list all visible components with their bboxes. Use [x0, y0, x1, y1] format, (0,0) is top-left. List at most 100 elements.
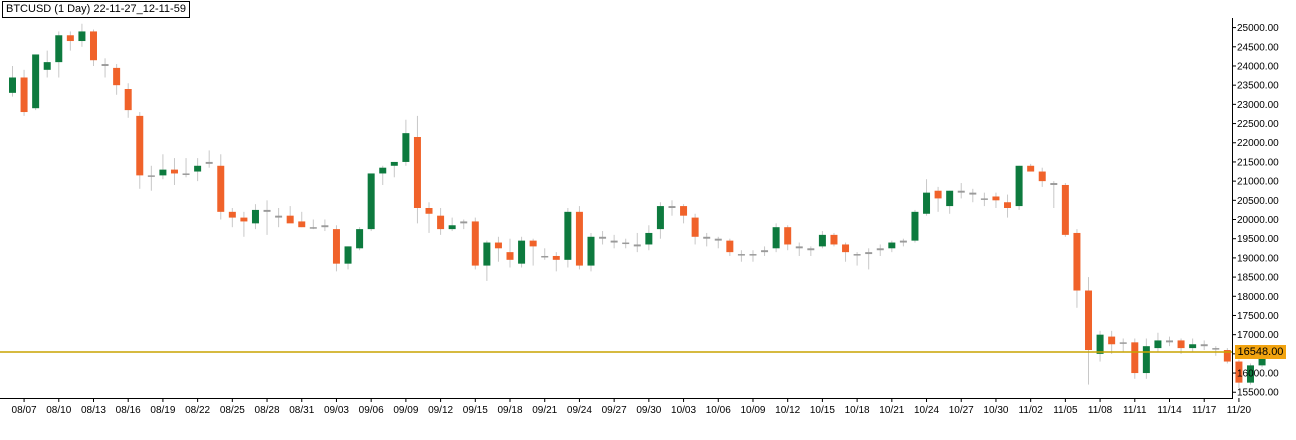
candle-body-up: [449, 225, 456, 229]
candle-body-up: [518, 241, 525, 264]
candle-body-down: [992, 196, 999, 200]
candle-body-up: [634, 244, 641, 246]
candle-body-up: [460, 221, 467, 223]
candle-body-down: [611, 241, 618, 243]
time-tick-label: 08/31: [289, 405, 314, 416]
candle-body-down: [576, 212, 583, 266]
candle: [356, 227, 363, 250]
candle-body-down: [541, 256, 548, 258]
candle-body-down: [426, 208, 433, 214]
candle-body-down: [726, 241, 733, 253]
candle-body-up: [564, 212, 571, 260]
candle-body-down: [1201, 344, 1208, 346]
candle-body-down: [622, 243, 629, 245]
price-tick-label: 19000.00: [1237, 253, 1279, 264]
candle-body-down: [981, 198, 988, 200]
candle-body-up: [368, 173, 375, 229]
time-tick-label: 09/21: [532, 405, 557, 416]
candle-body-up: [159, 170, 166, 176]
candle-body-down: [136, 116, 143, 175]
candle-body-down: [495, 243, 502, 249]
candle-body-down: [692, 218, 699, 237]
candle-body-down: [703, 237, 710, 239]
candle-body-down: [298, 221, 305, 227]
candle: [472, 218, 479, 270]
candle-body-down: [935, 191, 942, 199]
time-tick-label: 08/19: [150, 405, 175, 416]
price-tick-label: 20500.00: [1237, 196, 1279, 207]
candle-body-up: [923, 193, 930, 214]
price-tick-label: 23500.00: [1237, 81, 1279, 92]
candle: [1062, 183, 1069, 237]
price-tick-label: 17500.00: [1237, 311, 1279, 322]
candle-body-down: [1073, 233, 1080, 291]
candle-body-up: [321, 225, 328, 227]
price-tick-label: 21000.00: [1237, 177, 1279, 188]
price-tick-label: 17000.00: [1237, 330, 1279, 341]
time-tick-label: 09/15: [463, 405, 488, 416]
candle-body-down: [229, 212, 236, 218]
time-tick-label: 10/30: [983, 405, 1008, 416]
candle: [32, 54, 39, 110]
price-tick-label: 24500.00: [1237, 42, 1279, 53]
candle-body-down: [333, 229, 340, 264]
candle: [564, 208, 571, 267]
candle-body-up: [1143, 346, 1150, 373]
price-tick-label: 21500.00: [1237, 157, 1279, 168]
candle-body-down: [784, 227, 791, 244]
candle-body-up: [44, 62, 51, 70]
time-tick-label: 08/25: [220, 405, 245, 416]
candle-body-up: [645, 233, 652, 245]
chart-title: BTCUSD (1 Day) 22-11-27_12-11-59: [2, 1, 190, 18]
time-tick-label: 10/06: [706, 405, 731, 416]
candle-body-down: [668, 206, 675, 208]
candle-body-down: [183, 173, 190, 175]
time-tick-label: 08/07: [12, 405, 37, 416]
candle-body-down: [113, 68, 120, 85]
price-tick-label: 25000.00: [1237, 23, 1279, 34]
time-tick-label: 10/27: [949, 405, 974, 416]
time-tick-label: 09/12: [428, 405, 453, 416]
time-tick-label: 09/27: [602, 405, 627, 416]
candle-body-up: [252, 210, 259, 223]
candle-body-down: [969, 193, 976, 195]
candle-body-down: [1131, 342, 1138, 373]
candle-body-up: [946, 191, 953, 206]
candle-body-down: [830, 235, 837, 245]
candle: [1224, 348, 1231, 363]
candle-body-down: [414, 137, 421, 208]
candle-body-down: [125, 89, 132, 110]
time-tick-label: 08/16: [116, 405, 141, 416]
candle-body-down: [1212, 348, 1219, 350]
price-tick-label: 18000.00: [1237, 292, 1279, 303]
price-tick-label: 24000.00: [1237, 61, 1279, 72]
price-tick-label: 23000.00: [1237, 100, 1279, 111]
candle-body-up: [402, 133, 409, 162]
candle-body-up: [819, 235, 826, 247]
candle: [911, 210, 918, 243]
price-tick-label: 22000.00: [1237, 138, 1279, 149]
candle-body-down: [507, 252, 514, 260]
time-tick-label: 11/05: [1053, 405, 1078, 416]
time-tick-label: 10/12: [775, 405, 800, 416]
candle-body-up: [911, 212, 918, 241]
candle-body-up: [379, 168, 386, 174]
candle-body-down: [171, 170, 178, 174]
candle-body-up: [1016, 166, 1023, 206]
candle-body-up: [194, 166, 201, 172]
current-price-tag: 16548.00: [1235, 345, 1286, 359]
candle-body-up: [761, 250, 768, 252]
candle-body-up: [1154, 340, 1161, 348]
candle-body-down: [310, 227, 317, 229]
candle-body-down: [1178, 340, 1185, 348]
time-tick-label: 09/03: [324, 405, 349, 416]
time-tick-label: 09/18: [497, 405, 522, 416]
candle-body-down: [472, 221, 479, 265]
candle-body-up: [1166, 340, 1173, 342]
price-tick-label: 22500.00: [1237, 119, 1279, 130]
candle-body-up: [9, 77, 16, 92]
candle: [830, 233, 837, 246]
candle-body-up: [865, 252, 872, 254]
time-tick-label: 09/06: [359, 405, 384, 416]
